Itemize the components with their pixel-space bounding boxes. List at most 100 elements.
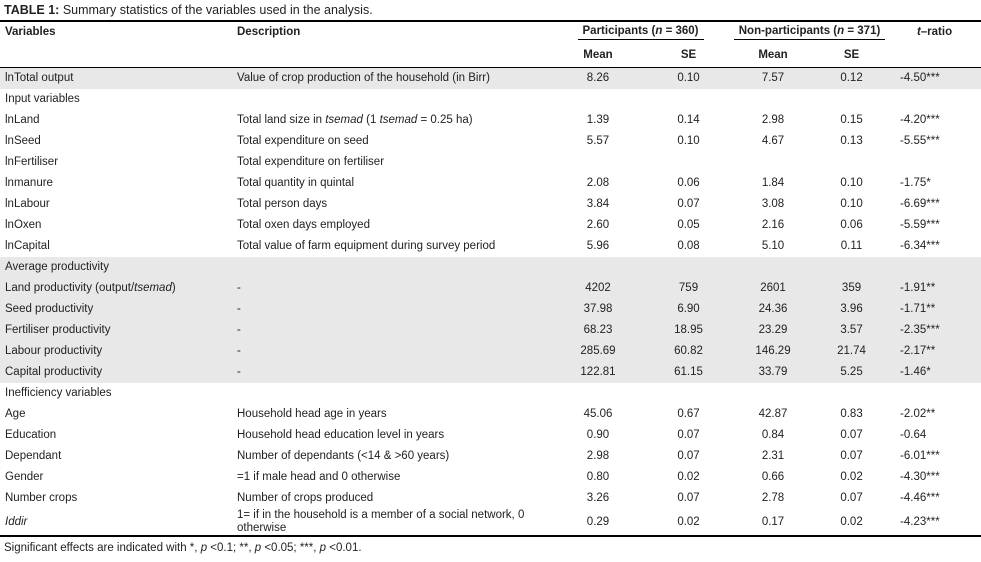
table-title: TABLE 1: Summary statistics of the varia… (0, 0, 981, 22)
nonparticipants-mean-cell: 0.66 (761, 471, 785, 483)
nonparticipants-se-cell: 5.25 (840, 366, 863, 378)
description-cell: Household head age in years (237, 408, 387, 420)
description-cell: Number of crops produced (237, 492, 374, 504)
nonparticipants-mean-cell: 2.16 (761, 219, 785, 231)
variable-cell: Gender (5, 471, 44, 483)
description-cell: Total quantity in quintal (237, 177, 354, 189)
nonparticipants-mean-cell: 3.08 (761, 198, 785, 210)
nonparticipants-se-cell: 0.10 (840, 198, 863, 210)
section-row: Inefficiency variables (0, 383, 981, 404)
participants-se-cell: 0.05 (677, 219, 700, 231)
variable-cell: lnSeed (5, 135, 41, 147)
variable-cell: Number crops (5, 492, 78, 504)
participants-se-cell: 61.15 (674, 366, 703, 378)
nonparticipants-mean-cell: 7.57 (761, 72, 785, 84)
table-row: lnTotal output Value of crop production o… (0, 67, 981, 89)
participants-mean-cell: 45.06 (583, 408, 613, 420)
participants-mean-cell: 37.98 (583, 303, 613, 315)
participants-se-cell: 0.67 (677, 408, 700, 420)
variable-cell: Fertiliser productivity (5, 324, 111, 336)
nonparticipants-mean-cell: 2.31 (761, 450, 785, 462)
participants-mean-cell: 285.69 (580, 345, 616, 357)
col-header-variables: Variables (5, 26, 56, 38)
nonparticipants-se-cell: 21.74 (837, 345, 866, 357)
nonparticipants-mean-cell: 24.36 (758, 303, 788, 315)
section-row: Input variables (0, 89, 981, 110)
variable-cell: lnmanure (5, 177, 53, 189)
t-ratio-cell: -4.23*** (900, 515, 940, 528)
col-header-t-ratio: t–ratio (888, 22, 981, 68)
participants-mean-cell: 3.84 (586, 198, 610, 210)
participants-se-cell (646, 152, 731, 173)
participants-mean-cell: 2.98 (586, 450, 610, 462)
nonparticipants-se-cell: 359 (841, 282, 862, 294)
description-cell: - (237, 324, 241, 336)
participants-se-cell: 0.02 (677, 515, 700, 528)
description-cell: - (237, 345, 241, 357)
participants-group-label: Participants (n = 360) (577, 25, 704, 40)
t-ratio-cell: -4.20*** (900, 114, 940, 126)
description-cell: - (237, 366, 241, 378)
col-group-participants: Participants (n = 360) (550, 22, 731, 48)
participants-mean-cell (550, 152, 646, 173)
nonparticipants-se-cell: 0.11 (840, 240, 863, 252)
variable-cell: Capital productivity (5, 366, 103, 378)
description-cell: - (237, 303, 241, 315)
nonparticipants-se-cell: 0.07 (840, 450, 863, 462)
table-row: Age Household head age in years 45.06 0.67 4… (0, 404, 981, 425)
table-body: lnTotal output Value of crop production o… (0, 67, 981, 537)
variable-cell: Dependant (5, 450, 62, 462)
nonparticipants-mean-cell: 2.98 (761, 114, 785, 126)
t-ratio-cell: -5.59*** (900, 219, 940, 231)
t-ratio-cell: -6.69*** (900, 198, 940, 210)
nonparticipants-se-cell: 0.10 (840, 177, 863, 189)
table-row: Number crops Number of crops produced 3.26… (0, 488, 981, 509)
nonparticipants-se-cell: 0.12 (840, 72, 863, 84)
participants-se-cell: 6.90 (677, 303, 700, 315)
t-ratio-cell: -6.01*** (900, 450, 940, 462)
col-header-nonparticipants-mean: Mean (758, 49, 788, 61)
table-row: lnFertiliser Total expenditure on fertili… (0, 152, 981, 173)
variable-cell: Seed productivity (5, 303, 94, 315)
participants-mean-cell: 5.96 (586, 240, 610, 252)
t-ratio-label: t–ratio (916, 26, 953, 38)
nonparticipants-se-cell: 0.02 (840, 471, 863, 483)
nonparticipants-se-cell: 0.13 (840, 135, 863, 147)
col-header-nonparticipants-se: SE (843, 49, 860, 61)
variable-cell: Labour productivity (5, 345, 103, 357)
participants-se-cell: 0.07 (677, 492, 700, 504)
nonparticipants-se-cell: 0.15 (840, 114, 863, 126)
description-cell: Total land size in tsemad (1 tsemad = 0.… (237, 114, 473, 126)
t-ratio-cell: -2.35*** (900, 324, 940, 336)
variable-cell: Age (5, 408, 26, 420)
table-row: Dependant Number of dependants (<14 & >60… (0, 446, 981, 467)
table-row: lnmanure Total quantity in quintal 2.08 0.0… (0, 173, 981, 194)
nonparticipants-se-cell: 0.07 (840, 429, 863, 441)
table-row: Labour productivity - 285.69 60.82 146.29 21.… (0, 341, 981, 362)
participants-mean-cell: 0.90 (586, 429, 610, 441)
description-cell: Household head education level in years (237, 429, 445, 441)
nonparticipants-mean-cell: 1.84 (761, 177, 785, 189)
participants-se-cell: 0.06 (677, 177, 700, 189)
section-row: Average productivity (0, 257, 981, 278)
table-row: Seed productivity - 37.98 6.90 24.36 3.96 -1.7… (0, 299, 981, 320)
t-ratio-cell: -4.30*** (900, 471, 940, 483)
variable-cell: Land productivity (output/tsemad) (5, 282, 176, 294)
table-row: Capital productivity - 122.81 61.15 33.79 5.2… (0, 362, 981, 383)
description-cell: Total oxen days employed (237, 219, 370, 231)
description-cell: Total value of farm equipment during sur… (237, 240, 496, 252)
t-ratio-cell (888, 152, 981, 173)
participants-mean-cell: 0.80 (586, 471, 610, 483)
table-row: lnSeed Total expenditure on seed 5.57 0.10 4… (0, 131, 981, 152)
nonparticipants-mean-cell: 5.10 (761, 240, 785, 252)
table-row: lnOxen Total oxen days employed 2.60 0.05 2.… (0, 215, 981, 236)
t-ratio-cell: -1.75* (900, 177, 931, 189)
section-label: Average productivity (5, 261, 109, 273)
nonparticipants-mean-cell: 33.79 (758, 366, 788, 378)
nonparticipants-se-cell: 0.07 (840, 492, 863, 504)
nonparticipants-mean-cell: 23.29 (758, 324, 788, 336)
section-label: Inefficiency variables (5, 387, 112, 399)
t-ratio-cell: -2.02** (900, 408, 936, 420)
variable-cell: lnTotal output (5, 72, 74, 84)
